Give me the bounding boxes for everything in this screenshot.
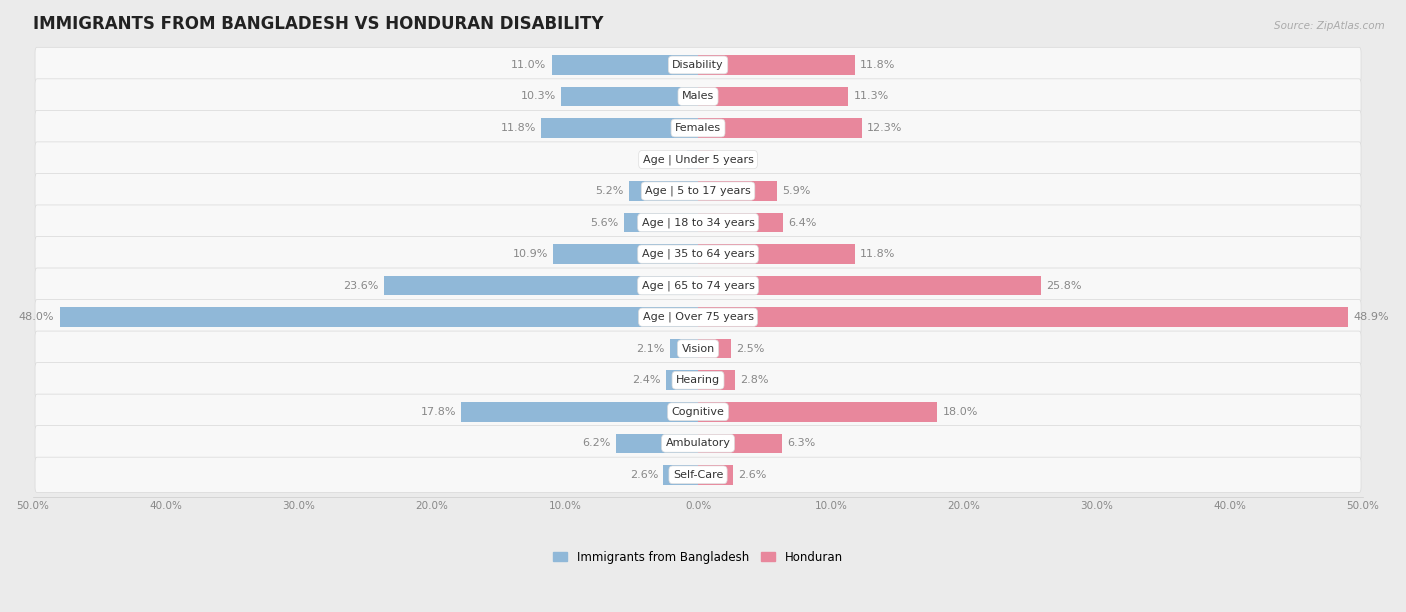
Text: 11.0%: 11.0% <box>512 60 547 70</box>
Text: Disability: Disability <box>672 60 724 70</box>
Bar <box>697 118 862 138</box>
Bar <box>384 276 697 296</box>
FancyBboxPatch shape <box>35 457 1361 493</box>
FancyBboxPatch shape <box>35 331 1361 367</box>
FancyBboxPatch shape <box>35 394 1361 430</box>
FancyBboxPatch shape <box>35 426 1361 461</box>
Text: 11.3%: 11.3% <box>853 91 889 102</box>
Text: 10.9%: 10.9% <box>512 249 548 259</box>
Bar <box>697 339 731 359</box>
Text: 5.2%: 5.2% <box>595 186 623 196</box>
Text: 11.8%: 11.8% <box>860 249 896 259</box>
FancyBboxPatch shape <box>35 79 1361 114</box>
Text: 5.9%: 5.9% <box>782 186 810 196</box>
Text: 5.6%: 5.6% <box>591 218 619 228</box>
Bar <box>541 118 697 138</box>
Text: Self-Care: Self-Care <box>673 470 723 480</box>
Bar <box>697 244 855 264</box>
Bar <box>59 307 697 327</box>
Text: 12.3%: 12.3% <box>868 123 903 133</box>
Text: Age | 18 to 34 years: Age | 18 to 34 years <box>641 217 755 228</box>
Text: 6.4%: 6.4% <box>789 218 817 228</box>
Text: 25.8%: 25.8% <box>1046 281 1083 291</box>
FancyBboxPatch shape <box>35 362 1361 398</box>
Bar <box>664 465 697 485</box>
Bar <box>616 433 697 453</box>
Bar <box>623 213 697 233</box>
Text: Males: Males <box>682 91 714 102</box>
FancyBboxPatch shape <box>35 110 1361 146</box>
Bar <box>686 150 697 170</box>
FancyBboxPatch shape <box>35 299 1361 335</box>
Text: 48.0%: 48.0% <box>18 312 55 322</box>
Bar <box>697 402 938 422</box>
Text: 2.8%: 2.8% <box>741 375 769 385</box>
Text: Age | Under 5 years: Age | Under 5 years <box>643 154 754 165</box>
Bar <box>628 181 697 201</box>
FancyBboxPatch shape <box>35 205 1361 241</box>
Text: 2.5%: 2.5% <box>737 344 765 354</box>
FancyBboxPatch shape <box>35 173 1361 209</box>
Text: 17.8%: 17.8% <box>420 407 456 417</box>
Text: 48.9%: 48.9% <box>1354 312 1389 322</box>
Text: Hearing: Hearing <box>676 375 720 385</box>
Text: 1.2%: 1.2% <box>720 155 748 165</box>
FancyBboxPatch shape <box>35 47 1361 83</box>
Bar <box>697 465 733 485</box>
Text: 2.1%: 2.1% <box>637 344 665 354</box>
Text: Vision: Vision <box>682 344 714 354</box>
Bar <box>697 55 855 75</box>
Text: Age | 65 to 74 years: Age | 65 to 74 years <box>641 280 755 291</box>
Text: 6.2%: 6.2% <box>582 438 610 449</box>
Text: Cognitive: Cognitive <box>672 407 724 417</box>
Text: 0.85%: 0.85% <box>645 155 682 165</box>
Bar <box>697 433 782 453</box>
Bar <box>671 339 697 359</box>
Text: Females: Females <box>675 123 721 133</box>
Bar <box>666 370 697 390</box>
Text: 2.6%: 2.6% <box>738 470 766 480</box>
Bar <box>697 370 735 390</box>
Bar <box>697 150 714 170</box>
Bar <box>553 244 697 264</box>
FancyBboxPatch shape <box>35 142 1361 177</box>
Text: Age | 5 to 17 years: Age | 5 to 17 years <box>645 186 751 196</box>
Bar <box>697 181 776 201</box>
Text: Age | Over 75 years: Age | Over 75 years <box>643 312 754 323</box>
Bar <box>697 276 1042 296</box>
Bar <box>461 402 697 422</box>
Text: 23.6%: 23.6% <box>343 281 378 291</box>
FancyBboxPatch shape <box>35 268 1361 304</box>
Text: 11.8%: 11.8% <box>501 123 536 133</box>
Text: Age | 35 to 64 years: Age | 35 to 64 years <box>641 249 755 259</box>
Text: 10.3%: 10.3% <box>520 91 555 102</box>
FancyBboxPatch shape <box>35 236 1361 272</box>
Bar <box>551 55 697 75</box>
Legend: Immigrants from Bangladesh, Honduran: Immigrants from Bangladesh, Honduran <box>554 551 842 564</box>
Text: Source: ZipAtlas.com: Source: ZipAtlas.com <box>1274 21 1385 31</box>
Bar <box>697 307 1348 327</box>
Text: 2.6%: 2.6% <box>630 470 658 480</box>
Text: Ambulatory: Ambulatory <box>665 438 731 449</box>
Bar <box>697 213 783 233</box>
Text: 2.4%: 2.4% <box>633 375 661 385</box>
Text: IMMIGRANTS FROM BANGLADESH VS HONDURAN DISABILITY: IMMIGRANTS FROM BANGLADESH VS HONDURAN D… <box>34 15 603 33</box>
Text: 6.3%: 6.3% <box>787 438 815 449</box>
Text: 11.8%: 11.8% <box>860 60 896 70</box>
Bar <box>561 87 697 106</box>
Bar <box>697 87 848 106</box>
Text: 18.0%: 18.0% <box>943 407 979 417</box>
